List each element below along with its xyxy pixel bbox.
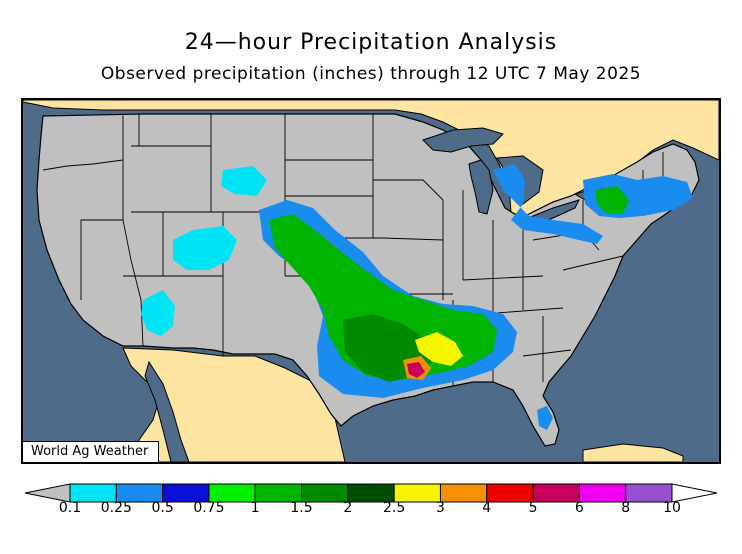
- map-panel: World Ag Weather: [21, 98, 721, 464]
- legend-label: 3: [435, 500, 445, 516]
- precip-1-northeast: [595, 186, 629, 214]
- legend-labels: 0.1 0.25 0.5 0.75 1 1.5 2 2.5 3 4 5 6 8 10: [0, 500, 742, 520]
- legend-label: 0.75: [193, 500, 225, 516]
- state-borders: [42, 114, 664, 386]
- legend-label: 4: [482, 500, 492, 516]
- legend-label: 8: [621, 500, 631, 516]
- canada-land: [23, 100, 719, 219]
- legend-label: 5: [528, 500, 538, 516]
- precip-0.25-great-lakes: [493, 164, 603, 244]
- map-title: 24—hour Precipitation Analysis: [184, 30, 558, 55]
- precip-0.1-rockies: [173, 226, 237, 270]
- precip-0.1-wyoming: [221, 166, 267, 196]
- precip-2.5-louisiana: [415, 332, 463, 366]
- legend-label: 10: [663, 500, 681, 516]
- legend-bins: [24, 483, 718, 503]
- gulf-of-california: [144, 360, 190, 462]
- precipitation-overlay: [141, 164, 693, 430]
- lake-superior: [422, 127, 504, 153]
- cuba-land: [582, 443, 684, 462]
- legend-label: 1: [250, 500, 260, 516]
- color-legend-bar: [24, 483, 718, 503]
- legend-label: 0.1: [58, 500, 82, 516]
- legend-label: 1.5: [290, 500, 313, 516]
- legend-label: 2.5: [383, 500, 406, 516]
- legend-label: 0.5: [151, 500, 174, 516]
- legend-label: 0.25: [100, 500, 132, 516]
- precipitation-map: [23, 100, 719, 462]
- precip-0.25-florida: [537, 406, 553, 430]
- legend-over-arrow: [671, 483, 718, 503]
- watermark-label: World Ag Weather: [23, 441, 160, 462]
- legend-label: 6: [574, 500, 584, 516]
- precip-0.1-southwest: [141, 290, 175, 336]
- map-subtitle: Observed precipitation (inches) through …: [100, 64, 642, 84]
- precip-5-louisiana: [407, 362, 425, 378]
- lake-michigan: [468, 159, 494, 215]
- legend-label: 2: [343, 500, 353, 516]
